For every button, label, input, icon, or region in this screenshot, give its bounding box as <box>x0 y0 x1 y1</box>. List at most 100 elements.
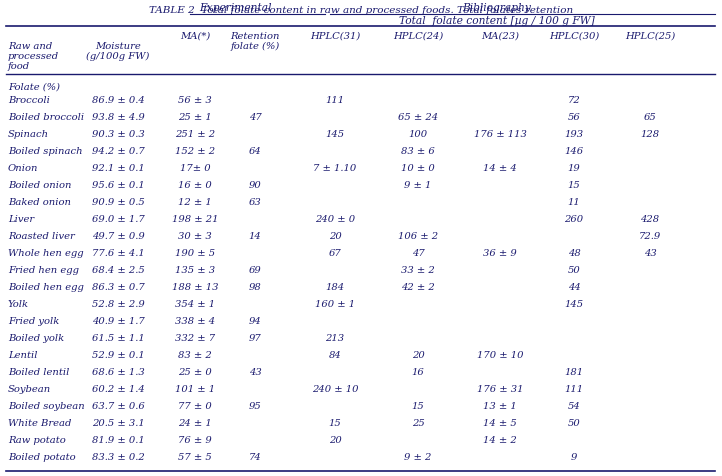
Text: 68.4 ± 2.5: 68.4 ± 2.5 <box>92 266 144 275</box>
Text: 50: 50 <box>567 418 580 427</box>
Text: 101 ± 1: 101 ± 1 <box>175 384 215 393</box>
Text: 14 ± 5: 14 ± 5 <box>483 418 517 427</box>
Text: 84: 84 <box>329 350 342 359</box>
Text: 72: 72 <box>567 96 580 105</box>
Text: Boiled broccoli: Boiled broccoli <box>8 113 84 122</box>
Text: 49.7 ± 0.9: 49.7 ± 0.9 <box>92 231 144 240</box>
Text: 16 ± 0: 16 ± 0 <box>178 180 212 189</box>
Text: Fried hen egg: Fried hen egg <box>8 266 79 275</box>
Text: 95: 95 <box>248 401 261 410</box>
Text: 93.8 ± 4.9: 93.8 ± 4.9 <box>92 113 144 122</box>
Text: 56: 56 <box>567 113 580 122</box>
Text: 12 ± 1: 12 ± 1 <box>178 198 212 207</box>
Text: 11: 11 <box>567 198 580 207</box>
Text: 240 ± 0: 240 ± 0 <box>315 215 355 224</box>
Text: 67: 67 <box>329 248 342 258</box>
Text: 54: 54 <box>567 401 580 410</box>
Text: 354 ± 1: 354 ± 1 <box>175 299 215 308</box>
Text: 20: 20 <box>329 231 342 240</box>
Text: 77.6 ± 4.1: 77.6 ± 4.1 <box>92 248 144 258</box>
Text: 48: 48 <box>567 248 580 258</box>
Text: MA(23): MA(23) <box>481 32 519 41</box>
Text: 145: 145 <box>326 130 344 139</box>
Text: Moisture: Moisture <box>95 42 141 51</box>
Text: 33 ± 2: 33 ± 2 <box>401 266 435 275</box>
Text: 10 ± 0: 10 ± 0 <box>401 164 435 173</box>
Text: 260: 260 <box>565 215 583 224</box>
Text: Soybean: Soybean <box>8 384 51 393</box>
Text: 251 ± 2: 251 ± 2 <box>175 130 215 139</box>
Text: 77 ± 0: 77 ± 0 <box>178 401 212 410</box>
Text: 428: 428 <box>640 215 660 224</box>
Text: 52.8 ± 2.9: 52.8 ± 2.9 <box>92 299 144 308</box>
Text: HPLC(25): HPLC(25) <box>625 32 675 41</box>
Text: Raw and: Raw and <box>8 42 52 51</box>
Text: HPLC(24): HPLC(24) <box>393 32 443 41</box>
Text: Spinach: Spinach <box>8 130 49 139</box>
Text: 44: 44 <box>567 282 580 291</box>
Text: 152 ± 2: 152 ± 2 <box>175 147 215 156</box>
Text: 240 ± 10: 240 ± 10 <box>312 384 358 393</box>
Text: Raw potato: Raw potato <box>8 435 66 444</box>
Text: Lentil: Lentil <box>8 350 38 359</box>
Text: Retention: Retention <box>230 32 279 41</box>
Text: 106 ± 2: 106 ± 2 <box>398 231 438 240</box>
Text: 145: 145 <box>565 299 583 308</box>
Text: 90.9 ± 0.5: 90.9 ± 0.5 <box>92 198 144 207</box>
Text: 15: 15 <box>329 418 342 427</box>
Text: 184: 184 <box>326 282 344 291</box>
Text: 83 ± 6: 83 ± 6 <box>401 147 435 156</box>
Text: 9 ± 2: 9 ± 2 <box>404 452 432 461</box>
Text: TABLE 2  Total folate content in raw and processed foods. Total folates retentio: TABLE 2 Total folate content in raw and … <box>149 6 573 15</box>
Text: Boiled potato: Boiled potato <box>8 452 76 461</box>
Text: 98: 98 <box>248 282 261 291</box>
Text: 81.9 ± 0.1: 81.9 ± 0.1 <box>92 435 144 444</box>
Text: 135 ± 3: 135 ± 3 <box>175 266 215 275</box>
Text: 36 ± 9: 36 ± 9 <box>483 248 517 258</box>
Text: 52.9 ± 0.1: 52.9 ± 0.1 <box>92 350 144 359</box>
Text: Onion: Onion <box>8 164 38 173</box>
Text: 14 ± 2: 14 ± 2 <box>483 435 517 444</box>
Text: 338 ± 4: 338 ± 4 <box>175 317 215 325</box>
Text: 20: 20 <box>329 435 342 444</box>
Text: 100: 100 <box>409 130 427 139</box>
Text: 64: 64 <box>248 147 261 156</box>
Text: 47: 47 <box>248 113 261 122</box>
Text: food: food <box>8 62 30 71</box>
Text: 50: 50 <box>567 266 580 275</box>
Text: 146: 146 <box>565 147 583 156</box>
Text: 43: 43 <box>643 248 656 258</box>
Text: 16: 16 <box>412 367 425 376</box>
Text: 176 ± 113: 176 ± 113 <box>474 130 526 139</box>
Text: Roasted liver: Roasted liver <box>8 231 75 240</box>
Text: 17± 0: 17± 0 <box>180 164 210 173</box>
Text: 25: 25 <box>412 418 425 427</box>
Text: 14: 14 <box>248 231 261 240</box>
Text: Experimental: Experimental <box>199 3 271 13</box>
Text: 76 ± 9: 76 ± 9 <box>178 435 212 444</box>
Text: Broccoli: Broccoli <box>8 96 50 105</box>
Text: 90: 90 <box>248 180 261 189</box>
Text: 213: 213 <box>326 333 344 342</box>
Text: Boiled onion: Boiled onion <box>8 180 71 189</box>
Text: 25 ± 1: 25 ± 1 <box>178 113 212 122</box>
Text: 63: 63 <box>248 198 261 207</box>
Text: 160 ± 1: 160 ± 1 <box>315 299 355 308</box>
Text: 193: 193 <box>565 130 583 139</box>
Text: 56 ± 3: 56 ± 3 <box>178 96 212 105</box>
Text: Bibliography: Bibliography <box>463 3 531 13</box>
Text: 97: 97 <box>248 333 261 342</box>
Text: 188 ± 13: 188 ± 13 <box>172 282 218 291</box>
Text: 65: 65 <box>643 113 656 122</box>
Text: 15: 15 <box>412 401 425 410</box>
Text: HPLC(31): HPLC(31) <box>310 32 360 41</box>
Text: 86.9 ± 0.4: 86.9 ± 0.4 <box>92 96 144 105</box>
Text: 176 ± 31: 176 ± 31 <box>477 384 523 393</box>
Text: 190 ± 5: 190 ± 5 <box>175 248 215 258</box>
Text: 24 ± 1: 24 ± 1 <box>178 418 212 427</box>
Text: 20: 20 <box>412 350 425 359</box>
Text: 61.5 ± 1.1: 61.5 ± 1.1 <box>92 333 144 342</box>
Text: 7 ± 1.10: 7 ± 1.10 <box>313 164 357 173</box>
Text: Fried yolk: Fried yolk <box>8 317 59 325</box>
Text: (g/100g FW): (g/100g FW) <box>87 52 149 61</box>
